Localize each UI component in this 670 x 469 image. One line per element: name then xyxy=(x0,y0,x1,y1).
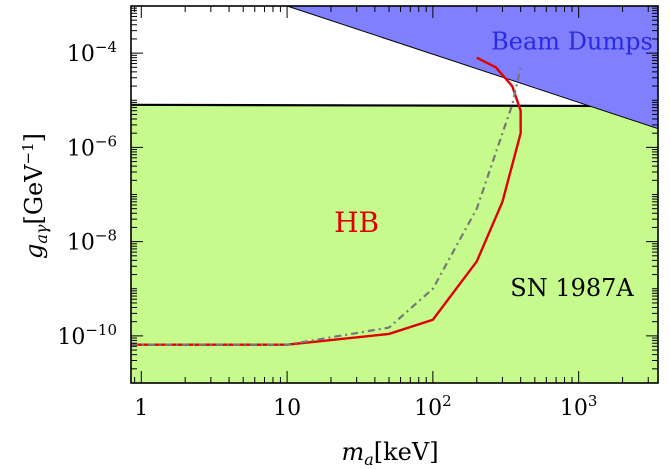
excluded-regions xyxy=(131,6,658,383)
y-tick-label: 10−6 xyxy=(67,132,117,161)
x-tick-label: 103 xyxy=(560,392,598,421)
sn1987a-curve xyxy=(131,56,522,346)
hb-boundary xyxy=(131,103,658,108)
x-axis-title: ma[keV] xyxy=(341,438,438,469)
x-tick-label: 1 xyxy=(134,396,148,421)
y-tick-label: 10−4 xyxy=(67,38,117,67)
dashed-limit-curve xyxy=(131,67,522,346)
limit-curves xyxy=(131,56,522,346)
y-tick-label: 10−8 xyxy=(67,227,117,256)
hb-region xyxy=(131,104,658,383)
y-axis-title: gaγ[GeV−1] xyxy=(19,133,51,259)
beam-dump-region xyxy=(286,6,658,130)
tick-labels: 1 10 102 103 10−10 10−8 10−6 10−4 xyxy=(57,38,597,421)
x-tick-label: 10 xyxy=(273,396,301,421)
annotation-label: SN 1987A xyxy=(510,274,634,302)
y-tick-label: 10−10 xyxy=(57,321,117,350)
axis-ticks xyxy=(131,5,658,384)
annotations: Beam Dumps HB SN 1987A xyxy=(334,27,653,302)
x-tick-label: 102 xyxy=(414,392,452,421)
annotation-label: HB xyxy=(334,206,379,239)
annotation-label: Beam Dumps xyxy=(491,27,653,55)
